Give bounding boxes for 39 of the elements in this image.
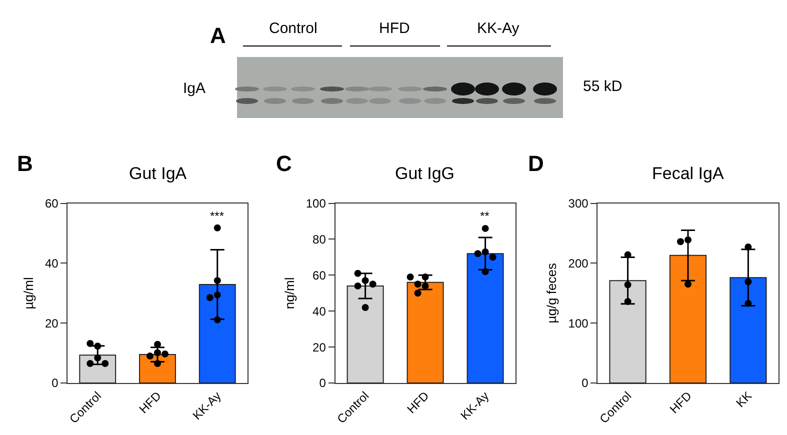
text: KK-Ay [477,20,520,37]
bar [346,285,384,383]
text: Control [269,20,318,37]
y-tick-label: 60 [44,196,59,210]
text: D [528,151,544,176]
text: HFD [379,20,410,37]
text: C [276,151,292,176]
chart-title: Gut IgG [395,164,455,183]
y-tick-label: 80 [312,232,326,246]
text: 55 kD [583,78,622,95]
text: IgA [183,80,206,97]
y-tick-label: 20 [312,340,326,354]
y-tick-label: 300 [568,196,589,210]
y-tick-label: 100 [306,196,326,210]
bar [669,254,707,383]
bar [466,253,504,383]
y-tick-label: 40 [312,304,326,318]
y-axis-title: ng/ml [282,277,297,310]
chart-title: Fecal IgA [652,164,724,183]
y-axis-title: µg/ml [20,277,36,310]
chart-title: Gut IgA [129,164,188,183]
y-tick-label: 0 [582,376,589,390]
y-tick-label: 40 [44,256,59,270]
bar [609,280,646,383]
y-tick-label: 100 [568,316,589,330]
annotation: ** [480,209,490,223]
y-tick-label: 200 [568,256,589,270]
annotation: *** [210,209,224,223]
y-tick-label: 0 [319,376,326,390]
y-tick-label: 0 [52,376,59,390]
y-tick-label: 60 [312,268,326,282]
bar [730,277,767,383]
y-tick-label: 20 [44,316,59,330]
text: A [210,23,226,48]
text: B [17,151,33,176]
x-tick-label: KK [733,388,755,410]
bar [198,284,236,383]
bar [406,282,444,383]
y-axis-title: µg/g feces [544,262,560,324]
